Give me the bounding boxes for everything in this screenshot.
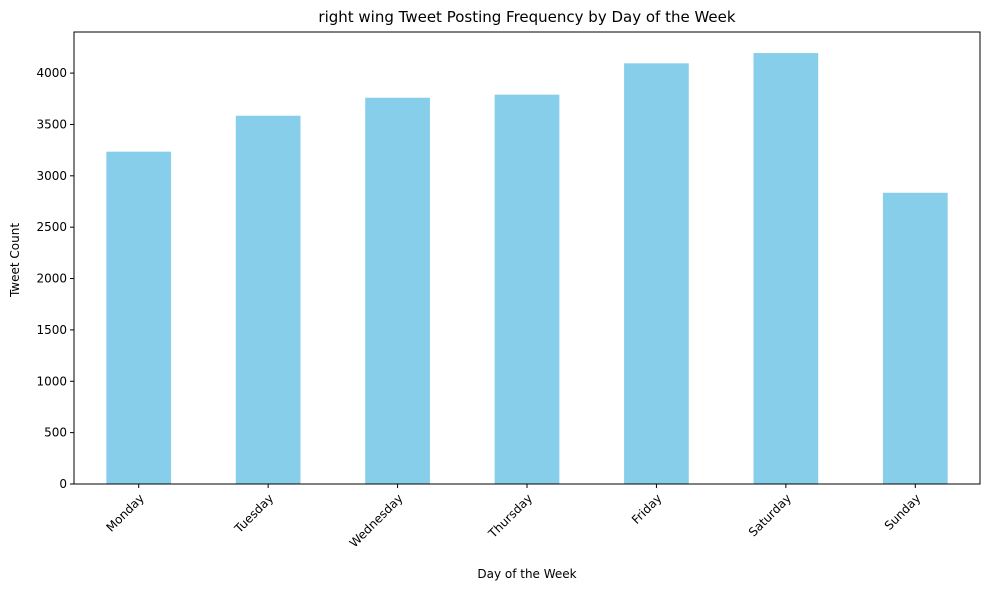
bar-sunday [882,192,948,484]
x-tick-label: Sunday [882,491,924,533]
y-tick-label: 500 [44,426,67,440]
x-tick-label: Tuesday [231,491,276,536]
y-axis-label: Tweet Count [8,223,22,298]
bars-layer [106,53,948,485]
y-tick-label: 0 [59,477,67,491]
y-axis: 0 500 1000 1500 2000 2500 3000 3500 4000 [36,66,74,491]
x-tick-label: Saturday [746,491,794,539]
chart-title: right wing Tweet Posting Frequency by Da… [318,8,735,26]
x-tick-label: Wednesday [347,491,406,550]
y-tick-label: 4000 [36,66,67,80]
plot-frame [73,31,981,485]
x-tick-label: Monday [103,491,146,534]
x-tick-label: Thursday [485,491,535,541]
x-axis: Monday Tuesday Wednesday Thursday Friday Satu… [103,484,923,550]
bar-thursday [494,94,560,484]
y-tick-label: 1000 [36,374,67,388]
y-tick-label: 2000 [36,272,67,286]
x-tick-label: Friday [629,491,665,527]
x-axis-label: Day of the Week [477,567,576,581]
bar-saturday [753,53,819,485]
bar-tuesday [235,115,301,485]
y-tick-label: 3500 [36,117,67,131]
y-tick-label: 2500 [36,220,67,234]
bar-wednesday [365,97,430,484]
y-tick-label: 3000 [36,169,67,183]
y-tick-label: 1500 [36,323,67,337]
bar-friday [624,63,689,484]
bar-monday [106,151,172,484]
